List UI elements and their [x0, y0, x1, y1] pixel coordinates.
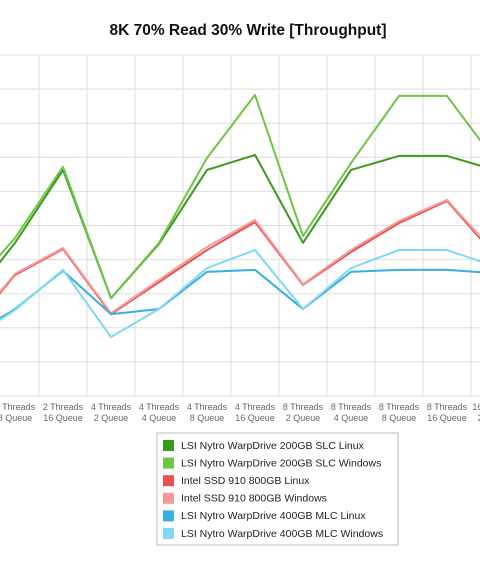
series-line: [0, 249, 480, 339]
series-line: [0, 199, 480, 316]
legend-label: LSI Nytro WarpDrive 200GB SLC Linux: [181, 440, 365, 452]
x-tick-label: 4 Threads: [187, 402, 228, 412]
legend-box: [156, 432, 399, 546]
x-tick-label: 2 Queue: [94, 413, 129, 423]
x-tick-label: 2 Queue: [286, 413, 321, 423]
legend-label: Intel SSD 910 800GB Windows: [181, 493, 327, 505]
legend-swatch: [163, 440, 174, 451]
x-tick-label: 2 Threads: [43, 402, 84, 412]
x-tick-label: 2 Queue: [478, 413, 480, 423]
x-tick-label: 4 Threads: [91, 402, 132, 412]
x-tick-label: 16 Queue: [235, 413, 275, 423]
x-tick-label: 16 Queue: [43, 413, 83, 423]
legend-swatch: [163, 510, 174, 522]
x-tick-label: 8 Threads: [283, 402, 324, 412]
legend-label: Intel SSD 910 800GB Linux: [181, 475, 310, 487]
x-tick-label: 16 Queue: [427, 413, 467, 423]
legend-label: LSI Nytro WarpDrive 200GB SLC Windows: [181, 457, 381, 469]
legend-swatch: [163, 475, 174, 487]
x-tick-label: 4 Queue: [142, 413, 177, 423]
legend-swatch: [163, 492, 174, 504]
x-tick-label: 8 Queue: [190, 413, 225, 423]
x-tick-label: 8 Queue: [0, 413, 32, 423]
legend-label: LSI Nytro WarpDrive 400GB MLC Linux: [181, 510, 366, 522]
legend-swatch: [163, 457, 174, 469]
x-tick-label: 4 Threads: [235, 402, 276, 412]
legend-swatch: [163, 528, 174, 539]
x-tick-label: 8 Threads: [379, 402, 420, 412]
x-tick-label: 4 Threads: [139, 402, 180, 412]
x-tick-label: 8 Queue: [382, 413, 417, 423]
legend-label: LSI Nytro WarpDrive 400GB MLC Windows: [181, 528, 383, 540]
x-tick-label: 8 Threads: [427, 402, 468, 412]
series-line: [0, 153, 480, 300]
series-line: [0, 93, 480, 300]
series-line: [0, 198, 480, 315]
x-tick-label: 4 Queue: [334, 413, 369, 423]
x-tick-label: 8 Threads: [331, 402, 372, 412]
chart-title: 8K 70% Read 30% Write [Throughput]: [109, 22, 386, 39]
x-tick-label: 2 Threads: [0, 402, 36, 412]
x-tick-label: 16 Threads: [472, 402, 480, 412]
